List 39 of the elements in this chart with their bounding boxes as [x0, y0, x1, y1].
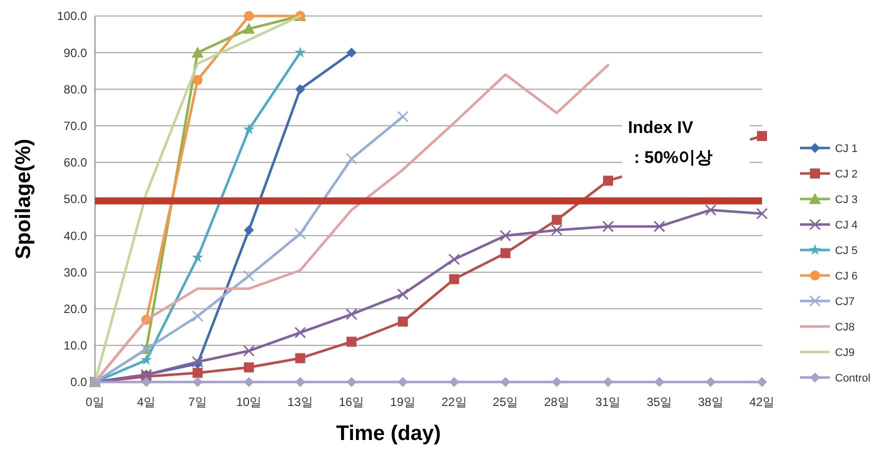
- x-tick-label: 22일: [441, 395, 467, 409]
- x-tick-label: 4일: [136, 395, 156, 409]
- x-tick-label: 25일: [492, 395, 518, 409]
- x-tick-label: 38일: [698, 395, 724, 409]
- x-tick-label: 28일: [544, 395, 570, 409]
- x-tick-label: 10일: [236, 395, 262, 409]
- legend-label: CJ9: [835, 346, 855, 359]
- y-tick-label: 90.0: [64, 46, 88, 60]
- legend-label: Control: [835, 372, 870, 384]
- y-tick-label: 30.0: [64, 265, 88, 280]
- x-axis-title: Time (day): [336, 422, 441, 445]
- y-tick-label: 100.0: [56, 9, 88, 24]
- x-tick-label: 19일: [390, 395, 416, 409]
- x-tick-label: 35일: [646, 395, 672, 409]
- x-tick-label: 16일: [338, 395, 364, 409]
- y-axis-title: Spoilage(%): [12, 138, 35, 260]
- y-tick-label: 50.0: [64, 192, 88, 206]
- x-tick-label: 31일: [595, 395, 621, 409]
- x-tick-label: 13일: [288, 395, 313, 409]
- legend-label: CJ8: [835, 321, 855, 334]
- y-tick-label: 40.0: [64, 228, 88, 243]
- legend-label: CJ7: [835, 296, 855, 308]
- legend-label: CJ 5: [835, 244, 858, 257]
- annotation: : 50%이상: [634, 148, 712, 167]
- legend-label: CJ 2: [835, 168, 858, 180]
- legend-label: CJ 6: [835, 270, 858, 282]
- y-tick-label: 20.0: [64, 302, 88, 316]
- y-tick-label: 80.0: [64, 82, 88, 96]
- annotation: Index IV: [628, 118, 694, 137]
- legend-label: CJ 4: [835, 219, 858, 232]
- y-tick-label: 70.0: [64, 119, 88, 133]
- x-tick-label: 0일: [86, 395, 104, 409]
- x-tick-label: 42일: [749, 395, 775, 409]
- legend-label: CJ 1: [835, 142, 858, 155]
- x-tick-label: 7일: [188, 395, 207, 409]
- legend-label: CJ 3: [835, 194, 858, 206]
- y-tick-label: 10.0: [64, 338, 88, 353]
- y-tick-label: 0.0: [70, 375, 88, 390]
- y-tick-label: 60.0: [64, 156, 88, 170]
